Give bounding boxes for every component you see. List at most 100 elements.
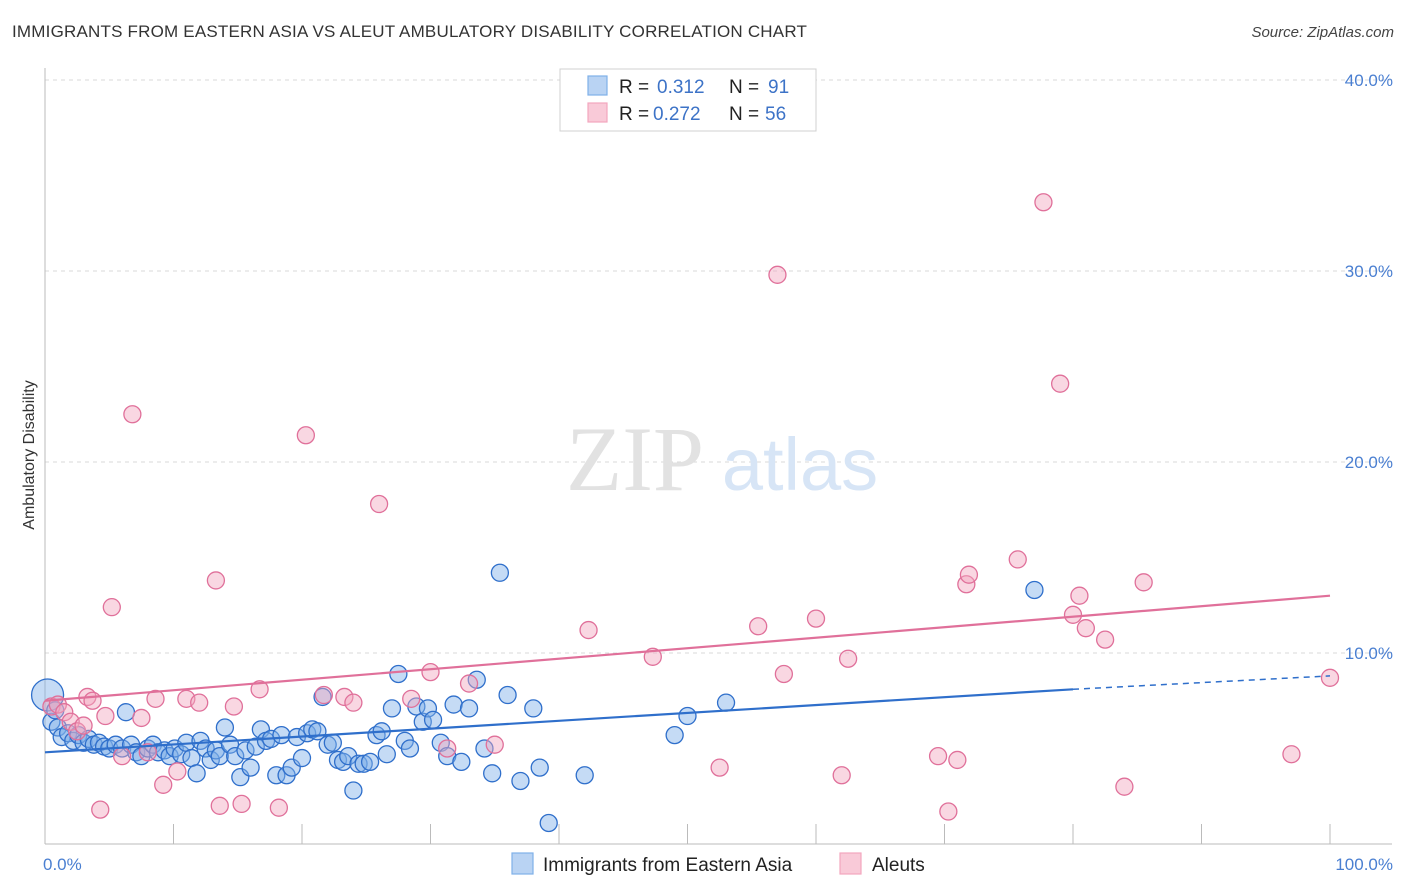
data-point: [485, 735, 504, 754]
data-point: [267, 766, 286, 785]
legend-r-label-2: R =: [619, 104, 649, 125]
data-point: [459, 674, 479, 693]
y-tick-label: 30.0%: [1345, 262, 1393, 281]
data-point: [1076, 619, 1095, 638]
data-point: [498, 685, 517, 705]
data-point: [421, 662, 440, 682]
legend-r-label-1: R =: [619, 77, 649, 98]
data-point: [146, 689, 165, 708]
data-point: [83, 691, 102, 710]
data-point: [74, 716, 93, 735]
data-point: [246, 737, 265, 756]
series-legend: Immigrants from Eastern Asia Aleuts: [511, 852, 925, 876]
data-point: [452, 752, 471, 772]
data-point: [250, 680, 269, 699]
data-point: [215, 718, 235, 737]
data-point: [344, 781, 363, 800]
data-point: [269, 798, 289, 817]
data-point: [102, 598, 121, 617]
data-point: [323, 733, 342, 752]
data-point: [96, 706, 115, 726]
data-point: [459, 699, 479, 718]
data-point: [806, 609, 826, 628]
legend-n-value-2: 56: [765, 104, 786, 125]
data-point: [112, 746, 132, 766]
tick-labels: 10.0% 20.0% 30.0% 40.0% 0.0% 100.0%: [43, 71, 1393, 874]
data-point: [382, 699, 402, 718]
data-point: [30, 678, 65, 712]
data-point: [354, 754, 373, 773]
trend-line-immigrants: [44, 688, 1074, 754]
data-point: [959, 565, 979, 584]
data-point: [400, 739, 420, 758]
data-point: [1134, 573, 1153, 592]
data-point: [1034, 193, 1053, 212]
data-point: [524, 699, 543, 718]
legend-r-value-2: 0.272: [653, 104, 701, 125]
data-point: [643, 647, 662, 666]
data-point: [344, 693, 363, 712]
data-point: [224, 697, 244, 716]
watermark-zip: ZIP: [566, 408, 704, 510]
data-point: [838, 649, 858, 668]
data-point: [710, 758, 729, 777]
data-point: [172, 745, 191, 764]
legend-n-label-1: N =: [729, 77, 759, 98]
data-point: [123, 405, 142, 424]
data-point: [1025, 580, 1044, 600]
data-point: [187, 764, 206, 783]
data-point: [210, 746, 229, 766]
data-point: [483, 764, 502, 783]
data-point: [438, 739, 457, 758]
data-point: [1282, 745, 1301, 764]
data-point: [116, 703, 136, 722]
data-point: [241, 758, 260, 777]
y-tick-label: 20.0%: [1345, 453, 1393, 472]
watermark: ZIP atlas: [566, 408, 878, 510]
y-tick-label: 40.0%: [1345, 71, 1393, 90]
data-point: [1008, 550, 1027, 569]
data-point: [939, 802, 958, 821]
data-point: [402, 689, 421, 708]
data-point: [774, 664, 794, 684]
data-point: [154, 775, 173, 794]
axes: [44, 68, 1392, 845]
data-point: [272, 725, 291, 745]
data-point: [1320, 668, 1340, 687]
data-point: [132, 708, 151, 728]
data-point: [201, 750, 220, 770]
data-point: [55, 703, 74, 722]
data-point: [678, 706, 697, 726]
data-point: [418, 699, 438, 718]
data-point: [716, 693, 736, 712]
data-point: [377, 745, 396, 764]
data-point: [768, 265, 787, 284]
data-point: [168, 762, 187, 781]
legend-r-value-1: 0.312: [657, 77, 705, 98]
data-point: [349, 754, 368, 773]
data-point: [1063, 605, 1083, 624]
data-point: [335, 687, 354, 707]
data-point: [444, 695, 463, 714]
data-point: [749, 617, 768, 636]
data-point: [579, 620, 598, 640]
data-point: [832, 766, 851, 785]
data-point: [948, 750, 967, 770]
data-point: [360, 752, 380, 772]
data-point: [210, 796, 229, 815]
bottom-legend-label-1: Immigrants from Eastern Asia: [543, 855, 793, 876]
data-point: [1115, 777, 1134, 796]
source-label: Source: ZipAtlas.com: [1251, 24, 1394, 41]
watermark-atlas: atlas: [722, 423, 878, 506]
data-point: [333, 752, 353, 772]
bottom-legend-blue-swatch: [511, 852, 534, 875]
data-point: [475, 739, 494, 758]
data-point: [575, 766, 594, 785]
x-tick-label-end: 100.0%: [1335, 855, 1393, 874]
series-aleuts-points: [42, 193, 1340, 821]
trend-line-immigrants-extension: [1072, 675, 1331, 691]
data-point: [1070, 586, 1089, 605]
trend-line-aleuts: [44, 594, 1331, 702]
data-point: [206, 571, 226, 590]
legend-n-label-2: N =: [729, 104, 759, 125]
